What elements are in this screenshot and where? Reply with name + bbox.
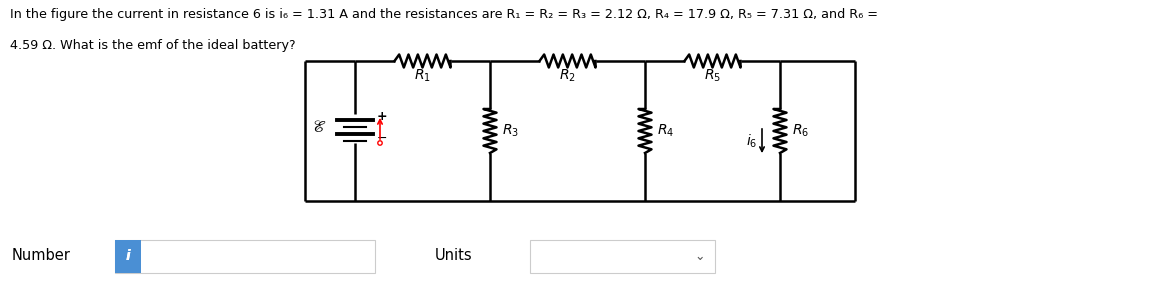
FancyBboxPatch shape	[115, 240, 140, 273]
Text: Units: Units	[435, 248, 473, 263]
Text: ⌄: ⌄	[694, 249, 705, 263]
Text: 4.59 Ω. What is the emf of the ideal battery?: 4.59 Ω. What is the emf of the ideal bat…	[10, 39, 296, 52]
Text: Number: Number	[12, 248, 71, 263]
FancyBboxPatch shape	[531, 240, 715, 273]
Text: $R_1$: $R_1$	[414, 68, 431, 84]
Text: $R_6$: $R_6$	[792, 123, 809, 139]
Text: $R_2$: $R_2$	[560, 68, 576, 84]
Text: −: −	[377, 132, 388, 144]
Text: $R_5$: $R_5$	[704, 68, 721, 84]
Text: +: +	[377, 110, 388, 124]
Text: $R_4$: $R_4$	[657, 123, 675, 139]
Text: i: i	[125, 249, 130, 263]
Text: i: i	[125, 249, 130, 263]
FancyBboxPatch shape	[115, 240, 375, 273]
Text: $\mathscr{E}$: $\mathscr{E}$	[312, 118, 326, 136]
FancyBboxPatch shape	[115, 240, 140, 273]
Text: In the figure the current in resistance 6 is i₆ = 1.31 A and the resistances are: In the figure the current in resistance …	[10, 8, 878, 21]
Text: $i_6$: $i_6$	[745, 132, 757, 150]
Text: $R_3$: $R_3$	[502, 123, 519, 139]
